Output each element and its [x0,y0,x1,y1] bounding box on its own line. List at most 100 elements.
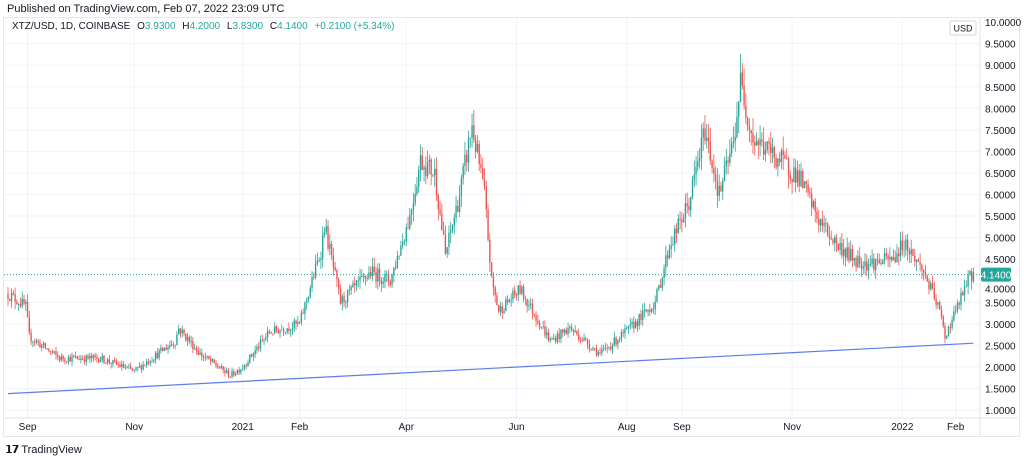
candle-body [890,256,893,261]
y-tick-label: 3.5000 [985,298,1016,309]
candle-body [265,337,267,340]
candle-body [7,293,9,299]
candle-body [594,348,596,350]
candle-body [764,149,767,155]
candle-body [693,174,696,180]
candle-body [645,309,647,312]
candle-body [273,326,276,334]
candle-body [281,329,283,331]
candle-body [279,330,281,334]
candle-body [320,258,322,260]
candle-body [172,344,175,346]
candle-body [718,185,720,196]
candle-body [485,186,487,210]
symbol-label[interactable]: XTZ/USD, 1D, COINBASE [12,21,131,32]
candle-body [766,141,768,150]
candle-body [137,367,139,369]
candle-body [613,337,615,346]
candle-body [250,354,253,357]
candle-body [14,293,16,302]
candle-body [195,348,198,351]
candle-body [592,348,594,350]
candle-body [629,324,631,326]
candle-body [917,259,920,263]
candle-body [910,249,912,255]
candle-body [270,332,272,334]
candle-body [87,355,89,359]
y-tick-label: 5.0000 [985,234,1016,245]
candle-body [531,303,534,314]
candle-body [812,201,815,208]
candle-body [44,343,47,349]
candle-body [686,203,688,206]
candle-body [124,367,127,369]
candle-body [204,357,207,358]
candle-body [469,137,471,139]
candle-body [796,170,799,183]
candle-body [17,304,20,306]
candle-body [937,302,939,305]
candle-body [391,274,393,285]
candle-body [800,171,802,187]
candle-body [802,171,804,189]
candle-body [697,161,699,167]
tradingview-logo[interactable]: 𝟭𝟳 TradingView [5,443,82,457]
candle-body [354,283,356,286]
candle-body [55,351,57,355]
candle-body [74,356,77,358]
candle-body [300,312,303,323]
candle-body [602,348,605,350]
candle-body [25,301,27,304]
candle-body [965,286,968,288]
candle-body [903,249,905,251]
candle-body [467,138,470,163]
candle-body [57,354,59,357]
candle-body [432,174,434,176]
candle-body [768,141,770,144]
candle-body [263,339,265,341]
candle-body [869,264,872,265]
candle-body [878,259,880,264]
candle-body [455,205,457,218]
candle-body [233,371,235,376]
candle-body [32,341,34,343]
candle-body [89,355,91,359]
candle-body [698,158,701,162]
candle-body [460,178,463,196]
candle-body [716,180,719,196]
candle-body [771,147,774,153]
candle-body [161,347,164,352]
candle-body [361,275,363,277]
low-value: L3.8300 [226,21,264,32]
candle-body [533,313,535,316]
candle-body [828,235,831,239]
candle-body [53,351,55,353]
candle-body [330,244,333,256]
candle-body [201,352,203,357]
candle-body [35,340,38,343]
candle-body [535,315,537,321]
candle-body [209,359,212,362]
candle-body [515,294,518,296]
candle-body [316,260,319,264]
candle-body [690,197,692,211]
candle-body [403,241,406,243]
candle-body [949,327,952,328]
candle-body [94,355,96,357]
candle-body [608,347,610,348]
candle-body [430,159,432,175]
candle-body [466,154,468,163]
candle-body [322,234,324,259]
candle-body [90,355,93,359]
candle-body [478,143,480,165]
last-price-label: 4.1400 [981,271,1012,282]
candle-body [560,329,562,340]
candle-body [882,260,884,265]
candle-body [524,298,527,300]
candle-body [103,355,105,363]
candle-body [394,267,397,269]
candle-body [494,287,496,296]
candle-body [892,257,895,261]
candle-body [240,369,242,373]
